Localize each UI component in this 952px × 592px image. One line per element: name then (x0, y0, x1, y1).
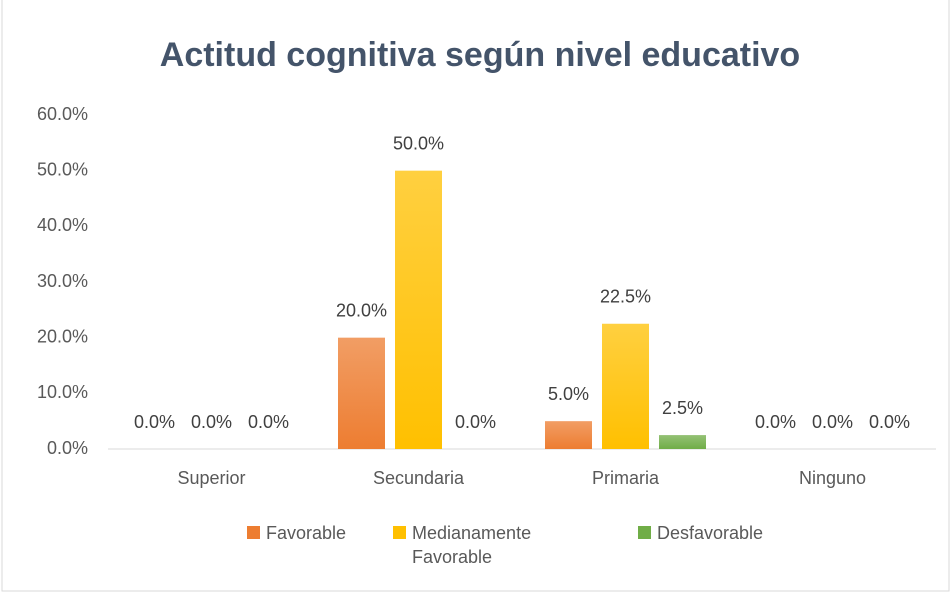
x-tick-label: Superior (177, 468, 245, 488)
legend-label: Favorable (266, 523, 347, 543)
legend-item: Favorable (247, 521, 392, 545)
legend-item: Desfavorable (638, 521, 798, 545)
y-tick-label: 10.0% (37, 382, 88, 402)
y-tick-label: 60.0% (37, 104, 88, 124)
data-label: 2.5% (662, 398, 703, 418)
legend: Favorable Medianamente Favorable Desfavora… (247, 521, 883, 569)
data-label: 0.0% (191, 412, 232, 432)
data-label: 0.0% (755, 412, 796, 432)
y-tick-label: 20.0% (37, 326, 88, 346)
legend-swatch (247, 526, 260, 539)
data-label: 5.0% (548, 384, 589, 404)
chart-title: Actitud cognitiva según nivel educativo (160, 36, 800, 74)
bar (602, 323, 649, 449)
legend-swatch (638, 526, 651, 539)
legend-label: Desfavorable (657, 523, 764, 543)
legend-label: Medianamente Favorable (412, 523, 532, 567)
x-tick-label: Ninguno (799, 468, 866, 488)
x-tick-label: Primaria (592, 468, 660, 488)
legend-item: Medianamente Favorable (393, 521, 553, 569)
data-label: 0.0% (248, 412, 289, 432)
y-tick-label: 30.0% (37, 271, 88, 291)
data-label: 0.0% (455, 412, 496, 432)
y-tick-label: 40.0% (37, 215, 88, 235)
data-label: 0.0% (812, 412, 853, 432)
y-tick-label: 0.0% (47, 438, 88, 458)
data-label: 20.0% (336, 300, 387, 320)
bar (659, 435, 706, 449)
x-tick-label: Secundaria (373, 468, 465, 488)
bar (395, 170, 442, 449)
y-tick-label: 50.0% (37, 159, 88, 179)
data-label: 0.0% (134, 412, 175, 432)
data-label: 50.0% (393, 133, 444, 153)
legend-swatch (393, 526, 406, 539)
bar (545, 421, 592, 449)
data-label: 22.5% (600, 287, 651, 307)
bar (338, 337, 385, 449)
data-label: 0.0% (869, 412, 910, 432)
